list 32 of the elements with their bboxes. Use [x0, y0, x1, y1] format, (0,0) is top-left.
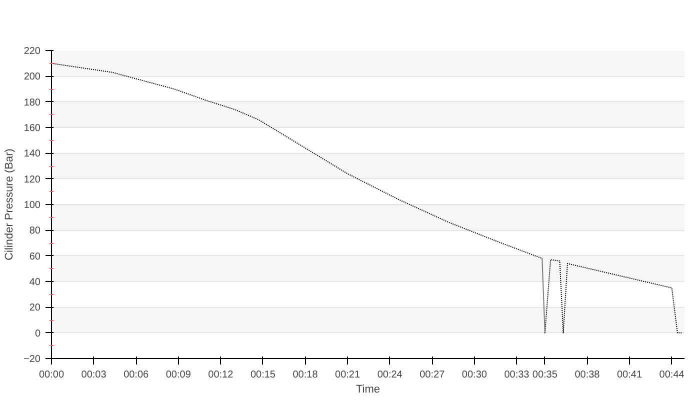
y-axis-title: Cilinder Pressure (Bar) — [4, 148, 16, 260]
x-tick-label: 00:24 — [377, 370, 403, 380]
y-tick-label: 20 — [29, 302, 41, 314]
x-tick-label: 00:33 — [504, 370, 530, 380]
x-tick-label: 00:09 — [166, 370, 192, 380]
y-tick-label: −20 — [24, 354, 41, 365]
x-tick-label: 00:00 — [38, 370, 64, 380]
x-tick-label: 00:06 — [124, 370, 150, 380]
x-tick-label: 00:38 — [574, 370, 600, 380]
x-tick-label: 00:15 — [250, 370, 276, 380]
line-series — [52, 62, 682, 334]
y-tick-label: 160 — [24, 123, 41, 134]
y-tick-label: 40 — [29, 277, 41, 288]
x-tick-label: 00:03 — [81, 370, 107, 380]
x-tick-label: 00:44 — [659, 370, 685, 380]
x-tick-label: 00:27 — [420, 370, 446, 380]
x-tick-label: 00:30 — [462, 370, 488, 380]
x-tick-label: 00:41 — [617, 370, 642, 380]
y-tick-label: 180 — [24, 97, 41, 108]
x-tick-label: 00:12 — [208, 370, 234, 380]
y-tick-label: 120 — [24, 174, 41, 186]
x-axis-title: Time — [356, 384, 380, 396]
y-tick-label: 220 — [24, 46, 41, 57]
x-tick-label: 00:35 — [532, 370, 558, 380]
x-tick-label: 00:18 — [292, 370, 318, 380]
y-tick-label: 80 — [29, 226, 41, 237]
y-tick-label: 100 — [24, 200, 41, 211]
y-tick-label: 60 — [29, 251, 41, 262]
x-tick-label: 00:21 — [335, 370, 361, 380]
y-tick-label: 0 — [34, 328, 41, 340]
y-tick-label: 200 — [24, 72, 41, 83]
y-tick-label: 140 — [24, 148, 41, 160]
